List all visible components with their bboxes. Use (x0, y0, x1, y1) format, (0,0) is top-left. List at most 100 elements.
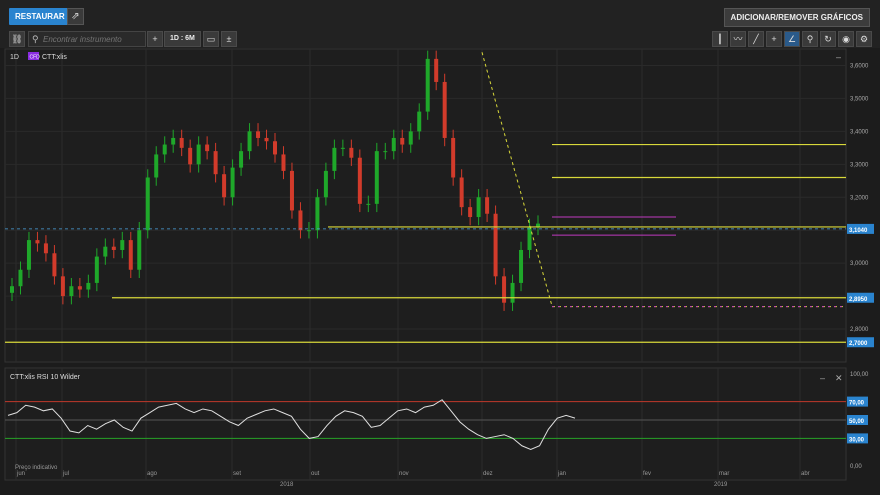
link-icon[interactable]: ⛓ (9, 31, 25, 47)
candle (247, 131, 252, 152)
rsi-title: CTT:xlis RSI 10 Wilder (10, 374, 81, 381)
candle (18, 269, 23, 287)
candle (256, 131, 261, 138)
refresh-icon[interactable]: ↻ (820, 31, 836, 47)
candle (239, 151, 244, 168)
level-price-tag-bg (847, 292, 874, 303)
level-price-tag: 2,7000 (849, 341, 868, 347)
candle (493, 213, 498, 277)
top-bar: RESTAURAR ⇗ ADICIONAR/REMOVER GRÁFICOS (0, 0, 880, 30)
candle (510, 282, 515, 303)
level-price-tag-bg (847, 337, 874, 348)
rsi-close-button[interactable]: ✕ (835, 373, 843, 383)
candle (94, 256, 99, 283)
candle (468, 207, 473, 218)
rsi-y-tick-label: 0,00 (850, 464, 862, 470)
crosshair-icon[interactable]: + (766, 31, 782, 47)
candle (188, 147, 193, 165)
compare-icon[interactable]: ± (221, 31, 237, 47)
camera-icon[interactable]: ◉ (838, 31, 854, 47)
candle (120, 240, 125, 250)
x-tick-label: jul (62, 471, 69, 477)
y-tick-label: 2,8000 (850, 327, 869, 333)
last-price-tag-bg (847, 223, 874, 234)
candle (35, 240, 40, 244)
add-icon[interactable]: + (147, 31, 163, 47)
year-label: 2019 (714, 482, 728, 488)
restore-button[interactable]: RESTAURAR (9, 8, 71, 25)
trendline-icon[interactable]: ╱ (748, 31, 764, 47)
candle (145, 177, 150, 231)
candle (519, 249, 524, 283)
rsi-level-tag-label: 70,00 (849, 401, 865, 407)
search-icon: ⚲ (32, 34, 39, 44)
x-tick-label: abr (801, 471, 810, 477)
candle (374, 151, 379, 204)
y-tick-label: 3,3000 (850, 162, 869, 168)
candle (383, 151, 388, 153)
period-selector[interactable]: 1D : 6M (164, 31, 201, 47)
search-box[interactable]: ⚲ (28, 31, 146, 47)
candle (205, 144, 210, 152)
candle (26, 240, 31, 270)
search-input[interactable] (43, 32, 141, 46)
x-tick-label: set (233, 471, 241, 477)
rsi-level-tag (847, 433, 868, 444)
candle (391, 137, 396, 152)
y-tick-label: 3,5000 (850, 96, 869, 102)
candle (315, 197, 320, 231)
candle (52, 253, 57, 277)
chart-toolbar: ⛓ ⚲ + 1D : 6M ▭ ± ┃ 〰 ╱ + ∠ ⚲ ↻ ◉ ⚙ (0, 30, 880, 48)
candle (60, 276, 65, 297)
rsi-level-tag-label: 50,00 (849, 419, 865, 425)
candle (103, 246, 108, 257)
trend-line (481, 52, 553, 307)
add-remove-charts-button[interactable]: ADICIONAR/REMOVER GRÁFICOS (723, 8, 870, 27)
chart-style-icon[interactable]: ▭ (203, 31, 219, 47)
candle (340, 147, 345, 149)
candle (434, 58, 439, 82)
candle (323, 170, 328, 198)
year-label: 2018 (280, 482, 294, 488)
candle (69, 286, 74, 297)
rsi-minimize-button[interactable]: – (820, 373, 825, 383)
candles-icon[interactable]: ┃ (712, 31, 728, 47)
candle (536, 223, 540, 227)
y-tick-label: 3,2000 (850, 195, 869, 201)
x-tick-label: mar (719, 471, 729, 477)
candle (298, 210, 303, 231)
indicative-price-note: Preço indicativo (15, 465, 58, 471)
x-tick-label: dez (483, 471, 493, 477)
main-minimize-button[interactable]: – (836, 52, 841, 62)
candle (273, 141, 277, 155)
y-tick-label: 3,6000 (850, 63, 869, 69)
rsi-y-tick-label: 100,00 (850, 372, 869, 378)
candle (425, 58, 430, 112)
x-tick-label: jan (557, 471, 566, 477)
candle (10, 286, 14, 293)
rsi-level-tag-label: 30,00 (849, 437, 865, 443)
candle (264, 137, 269, 142)
candle (442, 81, 447, 138)
level-price-tag: 2,8950 (849, 297, 868, 303)
chart-area[interactable]: jun jul ago set out nov dez jan fev mar abr 2018 201… (0, 48, 880, 495)
candle (77, 286, 82, 290)
candle (451, 137, 456, 178)
rsi-group (5, 399, 846, 450)
line-chart-icon[interactable]: 〰 (730, 31, 746, 47)
candle (349, 147, 354, 158)
candle (222, 174, 227, 198)
zoom-icon[interactable]: ⚲ (802, 31, 818, 47)
popout-icon[interactable]: ⇗ (67, 8, 84, 25)
candle (289, 170, 294, 211)
x-tick-label: fev (643, 471, 651, 477)
candle (366, 203, 371, 205)
candle (527, 226, 532, 250)
x-tick-label: out (311, 471, 320, 477)
rsi-level-tag (847, 415, 868, 425)
settings-gear-icon[interactable]: ⚙ (856, 31, 872, 47)
candle (43, 243, 48, 254)
candle (154, 154, 159, 178)
candle (213, 151, 218, 175)
draw-tool-icon[interactable]: ∠ (784, 31, 800, 47)
